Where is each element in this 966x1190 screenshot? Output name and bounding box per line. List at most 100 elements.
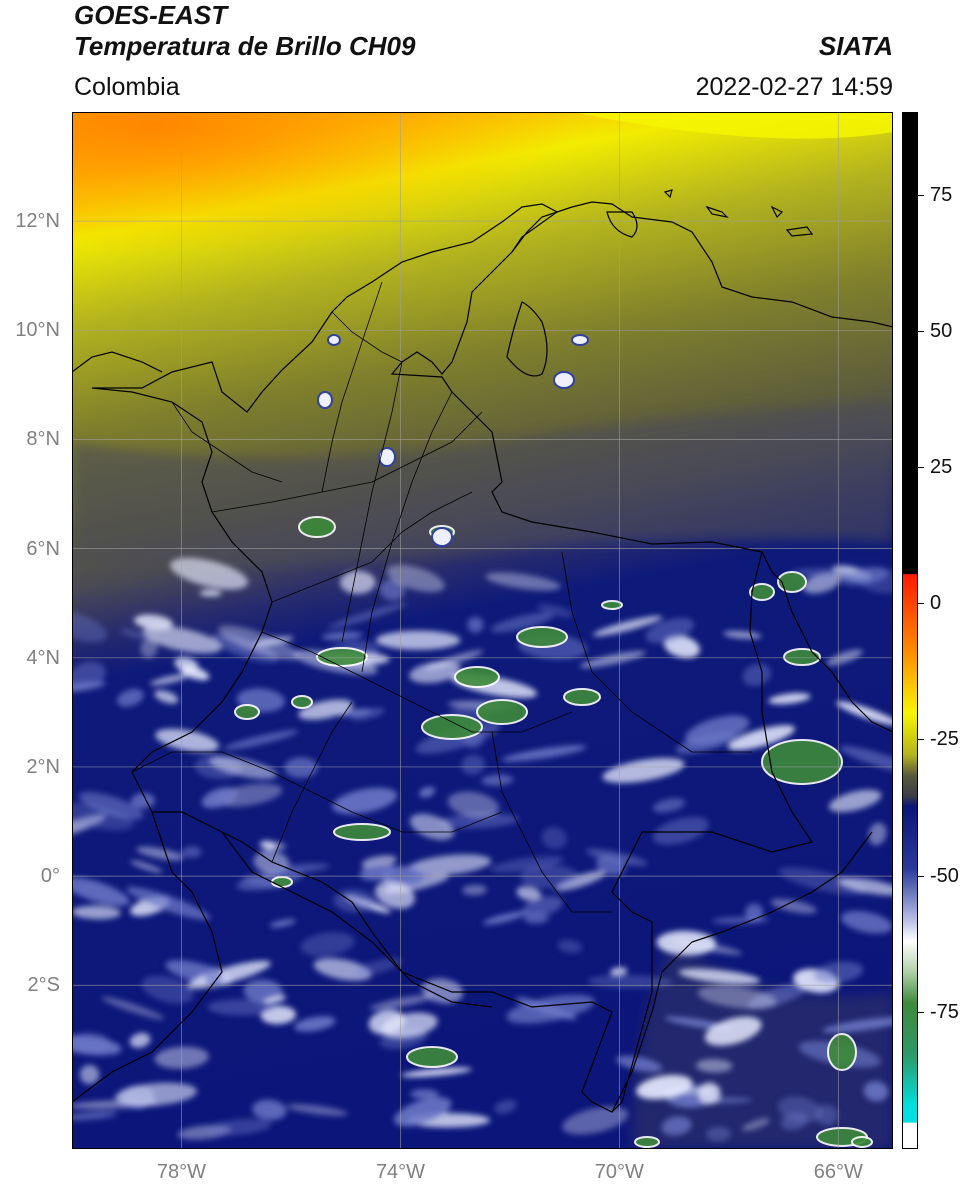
- lat-tick-label: 2°S: [27, 974, 60, 997]
- cloud-patch: [252, 1099, 287, 1121]
- cloud-patch: [482, 911, 527, 925]
- cold-cloud-core: [291, 695, 313, 709]
- colorbar-tick: [918, 1011, 924, 1013]
- cloud-patch: [652, 816, 709, 845]
- cold-cloud-core: [406, 1046, 458, 1068]
- cloud-patch: [803, 572, 842, 594]
- colorbar-tick-label: 75: [930, 183, 953, 206]
- cloud-patch: [409, 661, 461, 684]
- dept-line-3: [261, 631, 573, 733]
- convective-spot: [378, 447, 396, 467]
- cloud-patch: [284, 757, 318, 778]
- colorbar-tick-label: 0: [930, 592, 942, 615]
- cloud-patch: [72, 681, 106, 694]
- cloud-patch: [780, 1112, 808, 1131]
- cloud-patch: [868, 822, 887, 846]
- cold-cloud-core: [333, 823, 391, 841]
- cloud-patch: [698, 1082, 721, 1105]
- cloud-patch: [836, 701, 893, 726]
- cloud-patch: [857, 568, 893, 594]
- lon-tick-label: 74°W: [375, 1161, 425, 1183]
- cloud-patch: [838, 877, 893, 896]
- cloud-patch: [727, 725, 795, 751]
- lat-tick-label: 10°N: [15, 319, 60, 342]
- cloud-patch: [78, 791, 144, 820]
- cloud-patch: [379, 579, 405, 601]
- cloud-patch: [218, 625, 300, 661]
- cloud-patch: [424, 650, 484, 671]
- cloud-patch: [768, 693, 811, 705]
- cloud-patch: [129, 1032, 151, 1048]
- cloud-patch: [695, 1058, 733, 1073]
- lat-tick-label: 0°: [40, 865, 60, 888]
- cloud-patch: [393, 1097, 452, 1127]
- cloud-patch: [579, 651, 646, 668]
- cloud-patch: [664, 635, 700, 659]
- dept-line-1: [211, 411, 483, 513]
- region-label: Colombia: [74, 73, 180, 101]
- gulf-paraguana: [606, 211, 638, 238]
- cloud-patch: [742, 663, 772, 687]
- cold-cloud-core: [316, 647, 368, 667]
- cloud-patch: [269, 863, 330, 874]
- cloud-patch: [778, 867, 868, 895]
- cold-cloud-core: [851, 1136, 873, 1148]
- brazil-border: [611, 831, 873, 1113]
- cloud-patch: [333, 889, 376, 913]
- cloud-patch: [262, 995, 287, 1004]
- colorbar-canvas: [903, 113, 917, 1148]
- warm-region: [72, 112, 893, 372]
- peru-border: [221, 831, 493, 1008]
- cold-cloud-core: [298, 516, 336, 538]
- lon-tick-label: 70°W: [594, 1161, 644, 1183]
- island-curacao: [705, 205, 729, 218]
- cloud-patch: [815, 1104, 839, 1126]
- cloud-patch: [369, 994, 435, 1010]
- cloud-patch: [741, 1118, 770, 1131]
- cloud-patch: [652, 798, 686, 813]
- island-bonaire: [770, 205, 784, 219]
- cloud-patch: [174, 656, 199, 673]
- cloud-patch: [351, 707, 385, 721]
- cloud-patch: [562, 1106, 629, 1135]
- cloud-patch: [490, 855, 564, 873]
- cloud-patch: [770, 898, 817, 914]
- cloud-patch: [676, 731, 736, 754]
- cloud-patch: [645, 617, 695, 644]
- cloud-patch: [467, 616, 484, 633]
- cold-cloud-core: [516, 626, 568, 648]
- cloud-patch: [321, 631, 363, 641]
- cloud-patch: [209, 756, 278, 780]
- cloud-patch: [490, 612, 554, 633]
- cloud-patch: [181, 846, 202, 858]
- satellite-map[interactable]: [72, 112, 893, 1149]
- cloud-patch: [141, 975, 194, 1004]
- cloud-patch: [386, 564, 445, 593]
- colorbar-tick: [918, 603, 924, 605]
- island-margarita: [785, 226, 814, 237]
- cloud-patch: [355, 957, 402, 976]
- cold-cloud-core: [761, 739, 843, 785]
- datetime-label: 2022-02-27 14:59: [695, 73, 893, 101]
- cloud-patch: [72, 905, 121, 920]
- cold-core-layer: [234, 334, 873, 1148]
- cloud-patch: [481, 774, 514, 786]
- cold-cloud-core: [634, 1136, 660, 1148]
- cloud-patch: [332, 787, 398, 815]
- cloud-patch: [313, 958, 372, 981]
- cloud-patch: [656, 930, 717, 956]
- colorbar: [902, 112, 918, 1149]
- cloud-patch: [170, 557, 249, 590]
- cloud-patch: [410, 1089, 439, 1099]
- cloud-patch: [706, 1126, 731, 1142]
- cloud-patch: [537, 604, 574, 618]
- map-frame: [72, 112, 893, 1149]
- cloud-patch: [201, 787, 237, 809]
- colorbar-tick-label: -50: [930, 864, 959, 887]
- cloud-patch: [300, 931, 355, 957]
- cloud-patch: [259, 840, 277, 851]
- cloud-patch: [154, 690, 179, 704]
- yellow-band: [572, 112, 893, 139]
- dept-line-8: [491, 731, 612, 913]
- colorbar-tick: [918, 194, 924, 196]
